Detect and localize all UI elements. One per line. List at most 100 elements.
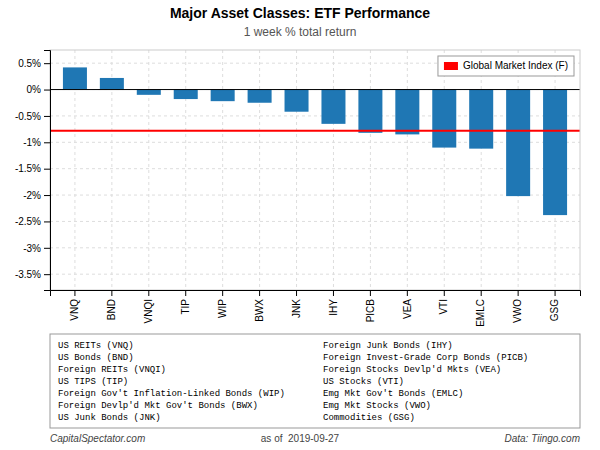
bar	[469, 90, 493, 149]
zero-line	[50, 89, 580, 90]
title: Major Asset Classes: ETF Performance	[170, 5, 430, 21]
y-tick-mark	[44, 90, 50, 91]
x-tick-label: VEA	[402, 299, 413, 319]
x-tick: VNQ	[69, 290, 80, 321]
x-axis: VNQBNDVNQITIPWIPBWXJNKIHYPICBVEAVTIEMLCV…	[51, 290, 581, 327]
plot-frame	[50, 50, 580, 290]
grid-line-x	[370, 50, 371, 290]
bar	[285, 90, 309, 112]
footer: Data: Tiingo.com	[505, 433, 581, 444]
y-tick-label: 0.5%	[18, 58, 41, 69]
x-tick: IHY	[328, 290, 339, 316]
grid-line-y	[50, 247, 580, 248]
x-tick-mark	[296, 290, 297, 296]
x-tick-mark	[259, 290, 260, 296]
grid-line-x	[222, 50, 223, 290]
x-tick-label: VTI	[438, 299, 449, 315]
x-axis-line	[51, 291, 581, 297]
grid-line-x	[148, 50, 149, 290]
x-tick-mark	[74, 290, 75, 296]
y-axis-line	[44, 51, 51, 291]
y-tick-label: -2.5%	[15, 216, 41, 227]
annotation-entry: Emg Mkt Gov't Bonds (EMLC)	[323, 389, 463, 399]
y-tick: 0%	[27, 84, 50, 95]
x-tick-label: VNQ	[69, 299, 80, 321]
grid-line-y	[50, 115, 580, 116]
grid-line-x	[444, 50, 445, 290]
reference-line	[50, 130, 580, 132]
grid-line-x	[407, 50, 408, 290]
x-tick-mark	[407, 290, 408, 296]
annotation-entry: Commodities (GSG)	[323, 413, 415, 423]
y-tick: -2%	[23, 190, 50, 201]
bar	[174, 90, 198, 99]
y-axis: 0.5% 0% -0.5% -1% -1.5% -2% -2.5% -3% -3.5%	[15, 51, 51, 291]
bar	[358, 90, 382, 133]
x-tick-label: BND	[106, 299, 117, 320]
bar	[543, 90, 567, 216]
bar	[63, 67, 87, 89]
chart: Major Asset Classes: ETF Performance 1 we…	[0, 0, 600, 450]
annotation-frame	[50, 334, 580, 428]
y-tick: -0.5%	[15, 111, 50, 122]
annotation-entry: Foreign Stocks Devlp'd Mkts (VEA)	[323, 365, 501, 375]
x-tick: VNQI	[143, 290, 154, 323]
x-tick-label: WIP	[217, 299, 228, 318]
annotation-entry: Emg Mkt Stocks (VWO)	[323, 401, 431, 411]
y-tick-mark	[44, 142, 50, 143]
bar	[321, 90, 345, 124]
annotation-entry: US Bonds (BND)	[58, 353, 134, 363]
bar	[248, 90, 272, 103]
y-tick-label: -0.5%	[15, 111, 41, 122]
y-tick-label: -3.5%	[15, 269, 41, 280]
annotation-entry: US TIPS (TIP)	[58, 377, 128, 387]
annotation-entry: US Stocks (VTI)	[323, 377, 404, 387]
x-tick-mark	[444, 290, 445, 296]
y-tick: -2.5%	[15, 216, 50, 227]
x-tick-mark	[333, 290, 334, 296]
x-tick: GSG	[549, 290, 560, 321]
y-tick-label: -3%	[23, 243, 41, 254]
legend-swatch	[444, 62, 458, 70]
x-tick: VWO	[512, 290, 523, 323]
y-tick-mark	[44, 116, 50, 117]
x-tick-mark	[222, 290, 223, 296]
x-tick: EMLC	[475, 290, 486, 327]
grid-line-y	[50, 221, 580, 222]
x-tick-label: IHY	[328, 299, 339, 316]
annotation-entry: US Junk Bonds (JNK)	[58, 413, 161, 423]
y-tick-label: 0%	[27, 84, 42, 95]
y-tick-mark	[44, 221, 50, 222]
y-tick: -3.5%	[15, 269, 50, 280]
footer: as of 2019-09-27	[261, 433, 340, 444]
subtitle: 1 week % total return	[244, 25, 357, 39]
x-tick-label: VWO	[512, 299, 523, 323]
bar	[395, 90, 419, 135]
y-tick-mark	[44, 63, 50, 64]
y-tick: -1%	[23, 137, 50, 148]
y-tick-mark	[44, 274, 50, 275]
annotation-entry: Foreign Invest-Grade Corp Bonds (PICB)	[323, 353, 528, 363]
y-tick: -1.5%	[15, 163, 50, 174]
annotation-entry: US REITs (VNQ)	[58, 341, 134, 351]
y-tick-label: -2%	[23, 190, 41, 201]
legend-box	[438, 56, 574, 76]
footer: CapitalSpectator.com	[50, 433, 145, 444]
grid-line-x	[296, 50, 297, 290]
grid-line-y	[50, 142, 580, 143]
grid-line-x	[481, 50, 482, 290]
bar	[211, 90, 235, 102]
bar	[506, 90, 530, 197]
x-tick-mark	[555, 290, 556, 296]
legend-label: Global Market Index (F)	[463, 60, 568, 71]
grid-line-y	[50, 274, 580, 275]
grid	[50, 50, 580, 290]
x-tick-mark	[148, 290, 149, 296]
grid-line-y	[50, 89, 580, 90]
x-tick-label: EMLC	[475, 299, 486, 327]
x-tick-label: PICB	[365, 299, 376, 323]
x-tick-mark	[481, 290, 482, 296]
x-tick: JNK	[291, 290, 302, 318]
x-tick: BND	[106, 290, 117, 320]
x-tick-label: TIP	[180, 299, 191, 315]
